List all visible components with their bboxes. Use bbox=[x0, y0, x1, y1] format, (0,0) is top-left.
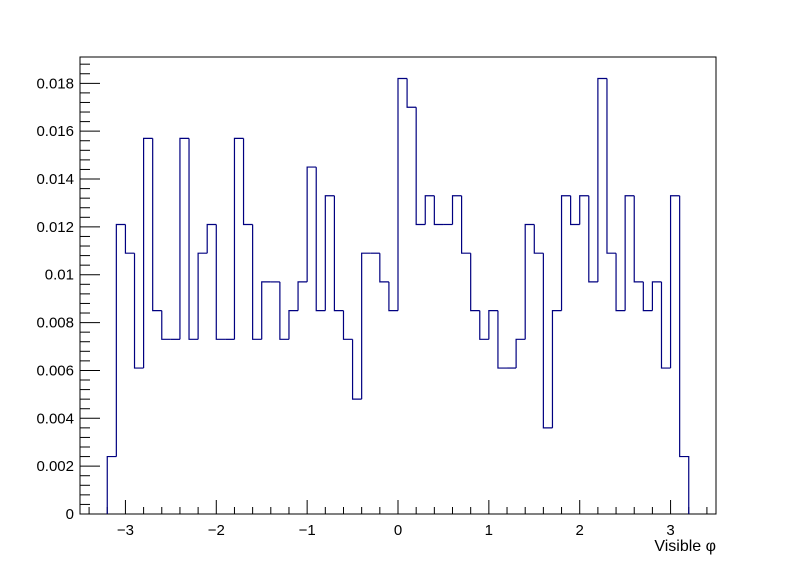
histogram-bin bbox=[542, 253, 553, 429]
y-axis-ticks bbox=[80, 63, 100, 515]
y-tick-label: 0.012 bbox=[36, 219, 74, 236]
histogram-bin bbox=[551, 310, 562, 428]
histogram-bin bbox=[488, 310, 498, 340]
histogram-bin bbox=[342, 310, 353, 340]
histogram-bin bbox=[633, 195, 644, 283]
histogram-bin bbox=[461, 195, 471, 254]
histogram-bin bbox=[315, 167, 326, 312]
histogram-bin bbox=[279, 281, 289, 340]
y-tick-label: 0.014 bbox=[36, 171, 74, 188]
histogram-bin bbox=[679, 195, 690, 514]
histogram-bin bbox=[197, 252, 208, 340]
histogram-bin bbox=[333, 195, 344, 312]
histogram-bin bbox=[261, 281, 271, 340]
x-tick-label: −1 bbox=[299, 522, 316, 539]
histogram-bin bbox=[497, 310, 508, 369]
histogram-bin bbox=[361, 252, 371, 400]
histogram-bin bbox=[642, 281, 653, 312]
histogram-bin bbox=[624, 195, 635, 311]
histogram-bin bbox=[215, 224, 226, 340]
histogram-bin bbox=[479, 310, 489, 340]
y-tick-label: 0.018 bbox=[36, 75, 74, 92]
histogram-bin bbox=[651, 281, 662, 311]
histogram-bin bbox=[397, 77, 408, 311]
histogram-bin bbox=[415, 107, 426, 226]
histogram-bin bbox=[433, 195, 444, 226]
y-tick-label: 0.01 bbox=[45, 267, 74, 284]
y-tick-label: 0.006 bbox=[36, 362, 74, 379]
histogram-bin bbox=[124, 224, 135, 254]
y-tick-label: 0.008 bbox=[36, 315, 74, 332]
histogram-bin bbox=[379, 253, 389, 283]
histogram-bin bbox=[451, 195, 462, 225]
histogram-bin bbox=[106, 455, 117, 514]
histogram-bin bbox=[206, 223, 217, 254]
y-tick-label: 0.002 bbox=[36, 458, 74, 475]
histogram-bin bbox=[406, 78, 417, 108]
histogram-bin bbox=[306, 166, 317, 282]
x-tick-label: −2 bbox=[208, 522, 225, 539]
histogram-bin bbox=[297, 281, 308, 311]
histogram-bin bbox=[515, 338, 526, 369]
histogram-bin bbox=[570, 195, 580, 226]
histogram-bin bbox=[188, 138, 199, 340]
histogram-bin bbox=[669, 195, 680, 369]
y-axis-tick-labels: 0 0.002 0.004 0.006 0.008 0.01 0.012 0.014 0.016… bbox=[36, 75, 74, 523]
histogram-bin bbox=[597, 77, 607, 282]
histogram-bin bbox=[560, 195, 571, 311]
histogram-bin bbox=[470, 253, 480, 312]
histogram-bin bbox=[233, 137, 244, 340]
histogram-bin bbox=[179, 137, 190, 340]
histogram-bin bbox=[324, 195, 335, 311]
x-tick-label: 2 bbox=[576, 522, 584, 539]
histogram-bins bbox=[106, 77, 690, 514]
y-tick-label: 0.016 bbox=[36, 123, 74, 140]
x-tick-label: 1 bbox=[485, 522, 493, 539]
x-tick-label: 0 bbox=[394, 522, 402, 539]
y-tick-label: 0 bbox=[66, 506, 74, 523]
histogram-bin bbox=[588, 195, 598, 283]
x-axis-tick-labels: −3 −2 −1 0 1 2 3 bbox=[117, 522, 675, 539]
histogram-bin bbox=[152, 138, 162, 312]
histogram-bin bbox=[660, 281, 671, 369]
histogram-bin bbox=[424, 195, 435, 225]
histogram-bin bbox=[579, 195, 589, 225]
histogram-bin bbox=[161, 310, 171, 340]
histogram-bin bbox=[133, 253, 144, 369]
histogram-bin bbox=[115, 223, 126, 457]
histogram-bin bbox=[388, 281, 398, 312]
histogram-bin bbox=[351, 339, 362, 400]
histogram-bin bbox=[606, 78, 617, 254]
x-tick-label: 3 bbox=[666, 522, 674, 539]
histogram-bin bbox=[288, 310, 299, 340]
histogram-bin bbox=[533, 224, 544, 254]
histogram-bin bbox=[143, 137, 153, 369]
x-axis-title: Visible φ bbox=[654, 538, 716, 555]
histogram-bin bbox=[252, 224, 262, 340]
histogram-bin bbox=[242, 138, 253, 226]
x-axis-ticks bbox=[88, 500, 708, 514]
histogram-bin bbox=[524, 223, 535, 340]
x-tick-label: −3 bbox=[117, 522, 134, 539]
histogram-bin bbox=[615, 253, 626, 312]
y-tick-label: 0.004 bbox=[36, 410, 74, 427]
